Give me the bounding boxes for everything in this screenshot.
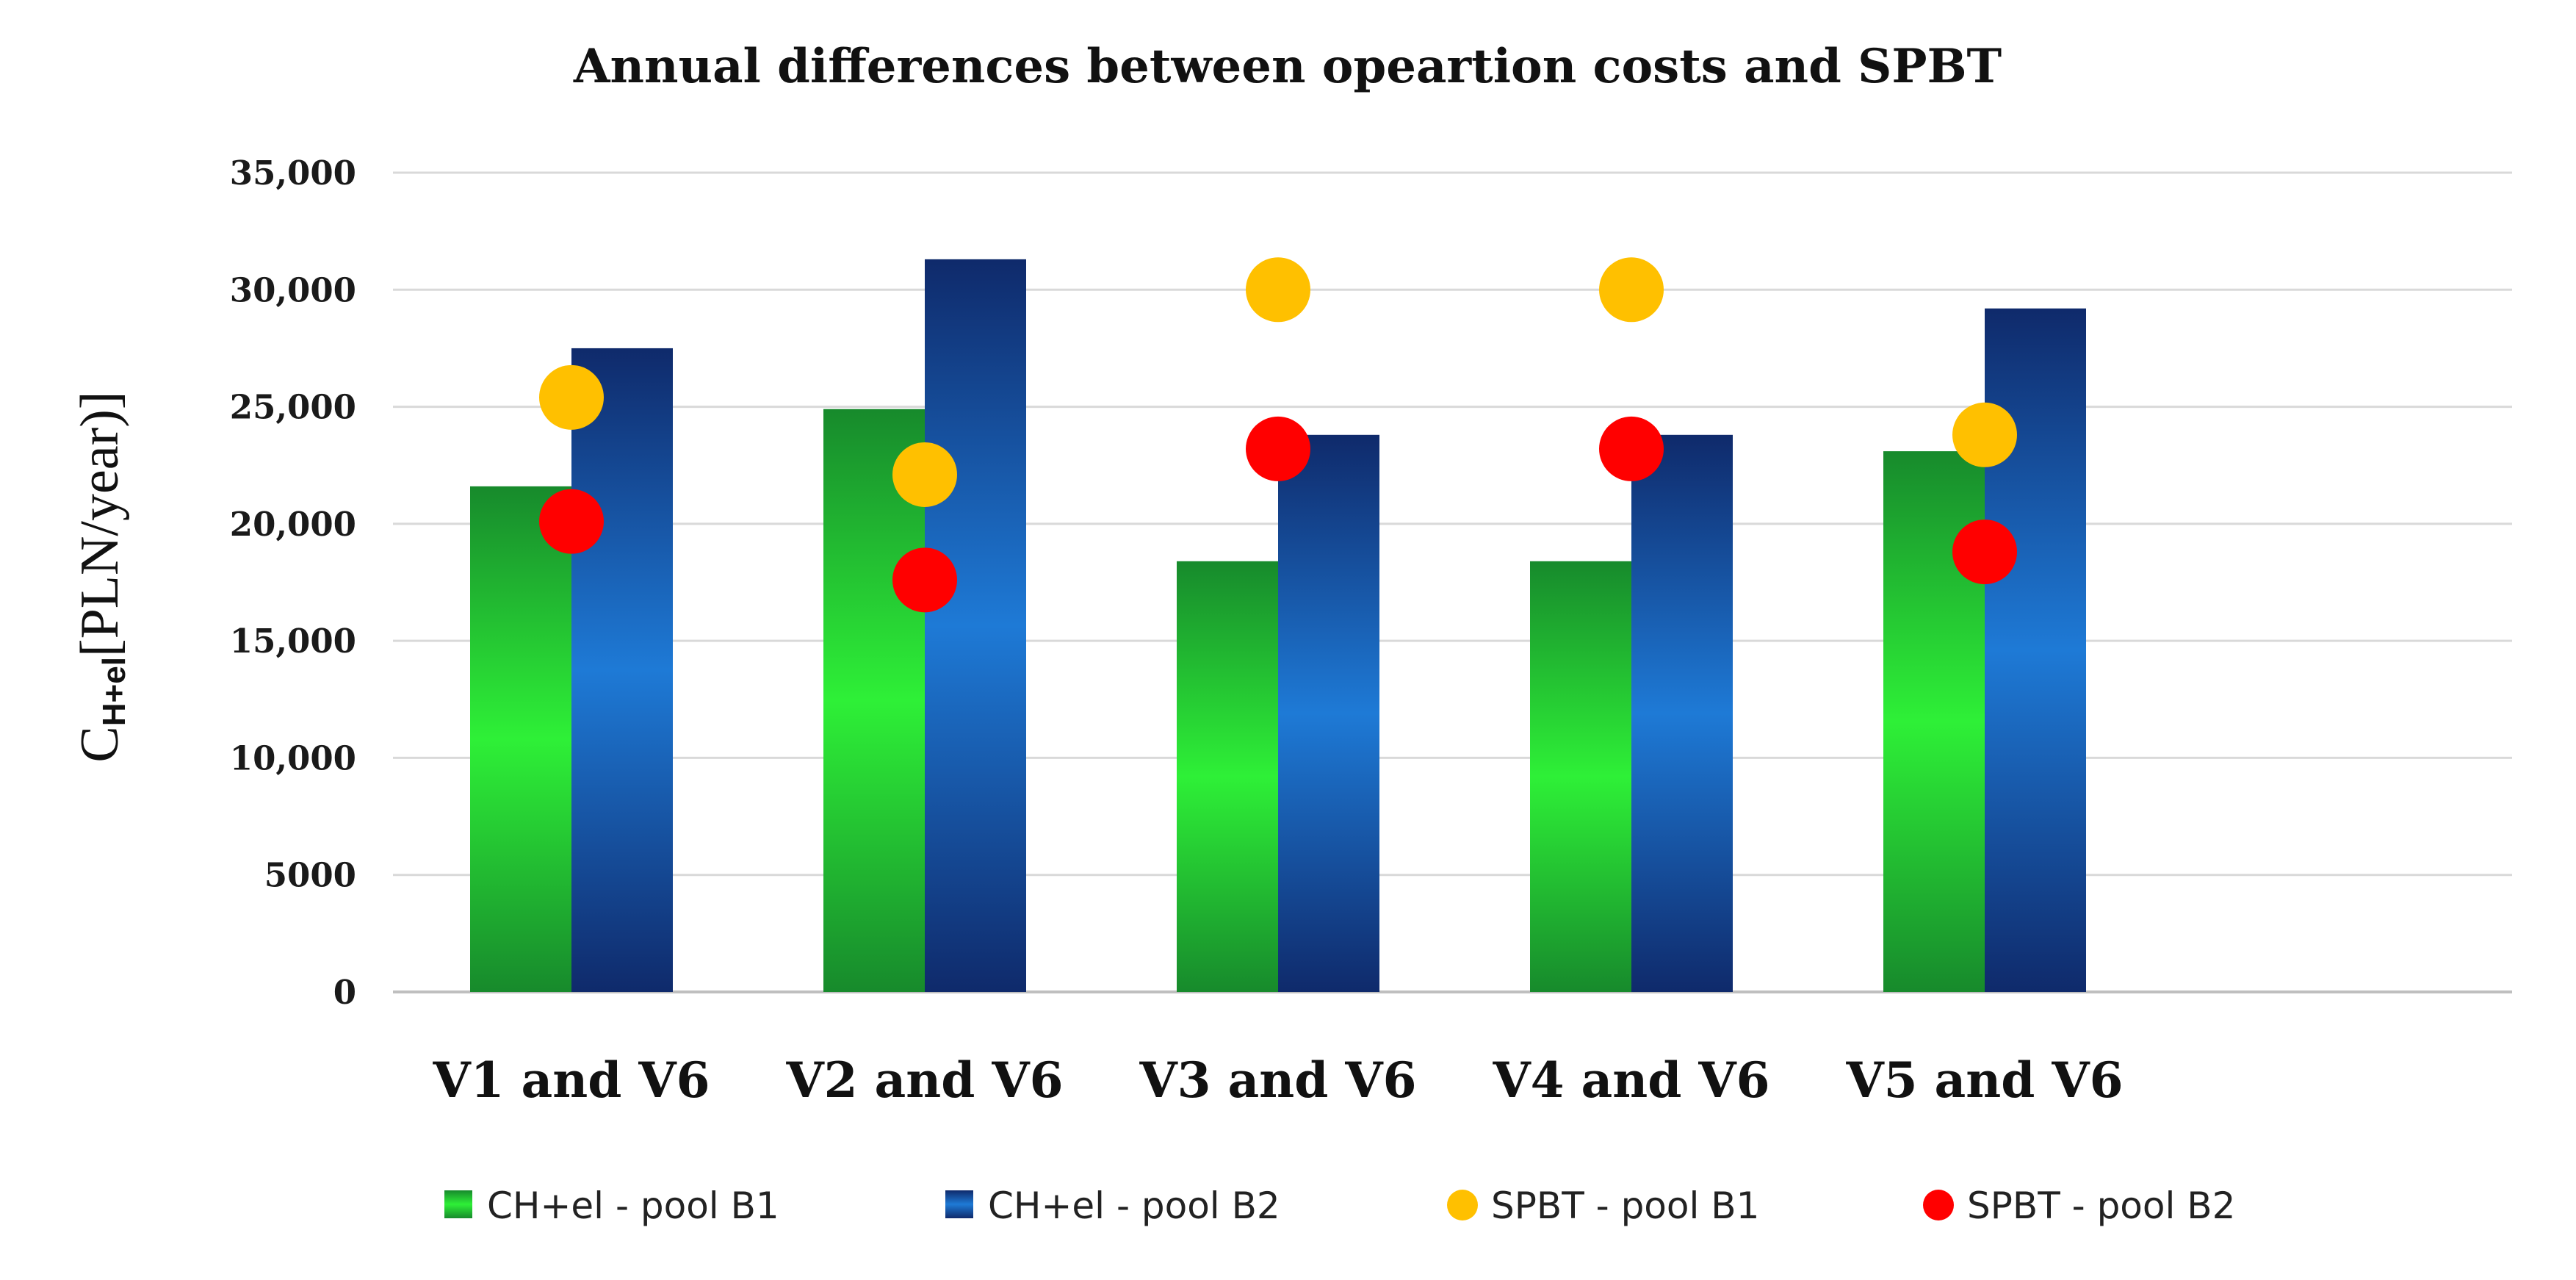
- y-axis-label-rest: [PLN/year)]: [70, 391, 130, 657]
- bar-b1-2: [823, 409, 925, 992]
- point-spbt-b2-3: [1246, 416, 1310, 481]
- y-tick-label: 35,000: [230, 154, 356, 193]
- bar-b2-2: [925, 259, 1026, 992]
- y-tick-label: 10,000: [230, 738, 356, 777]
- x-tick-label: V5 and V6: [1845, 1051, 2123, 1109]
- grid-lines: [393, 171, 2512, 993]
- bar-b1-1: [470, 486, 571, 992]
- point-spbt-b2-2: [892, 547, 957, 613]
- point-spbt-b1-3: [1246, 257, 1310, 323]
- point-spbt-b2-1: [539, 489, 604, 554]
- point-spbt-b1-2: [892, 442, 957, 507]
- legend: CH+el - pool B1 CH+el - pool B2 SPBT - poo…: [444, 1184, 2235, 1227]
- legend-marker-square: [945, 1190, 973, 1218]
- y-axis-ticks: 0 5000 10,000 15,000 20,000 25,000 30,000 35,00…: [230, 154, 356, 1012]
- bar-b2-4: [1631, 434, 1733, 992]
- legend-marker-square: [444, 1190, 472, 1218]
- legend-label: CH+el - pool B2: [988, 1184, 1280, 1227]
- point-spbt-b1-4: [1599, 257, 1664, 323]
- point-spbt-b1-1: [539, 364, 604, 430]
- legend-marker-circle: [1447, 1190, 1478, 1220]
- legend-marker-circle: [1923, 1190, 1954, 1220]
- legend-label: SPBT - pool B2: [1967, 1184, 2235, 1227]
- point-spbt-b2-5: [1952, 519, 2017, 585]
- y-axis-label: CH+el[PLN/year)]: [70, 391, 132, 762]
- bar-b2-1: [571, 348, 673, 992]
- y-tick-label: 30,000: [230, 270, 356, 309]
- y-tick-label: 15,000: [230, 622, 356, 661]
- x-tick-label: V2 and V6: [785, 1051, 1063, 1109]
- y-axis-label-subscript: H+el: [96, 657, 132, 726]
- legend-label: SPBT - pool B1: [1491, 1184, 1759, 1227]
- x-axis-ticks: V1 and V6 V2 and V6 V3 and V6 V4 and V6 V5 a…: [432, 1051, 2123, 1109]
- y-axis-label-main: C: [70, 726, 130, 762]
- x-tick-label: V1 and V6: [432, 1051, 710, 1109]
- bars: [470, 259, 2086, 992]
- y-tick-label: 20,000: [230, 505, 356, 544]
- bar-b1-3: [1177, 561, 1278, 992]
- y-tick-label: 5000: [264, 856, 356, 895]
- point-spbt-b2-4: [1599, 416, 1664, 481]
- bar-b1-4: [1530, 561, 1631, 992]
- bar-b2-3: [1278, 434, 1379, 992]
- x-tick-label: V3 and V6: [1139, 1051, 1416, 1109]
- point-spbt-b1-5: [1952, 402, 2017, 467]
- y-tick-label: 25,000: [230, 388, 356, 427]
- chart-title: Annual differences between opeartion cos…: [573, 39, 2002, 94]
- points: [539, 257, 2017, 613]
- x-tick-label: V4 and V6: [1492, 1051, 1769, 1109]
- y-tick-label: 0: [333, 973, 356, 1012]
- legend-label: CH+el - pool B1: [487, 1184, 779, 1227]
